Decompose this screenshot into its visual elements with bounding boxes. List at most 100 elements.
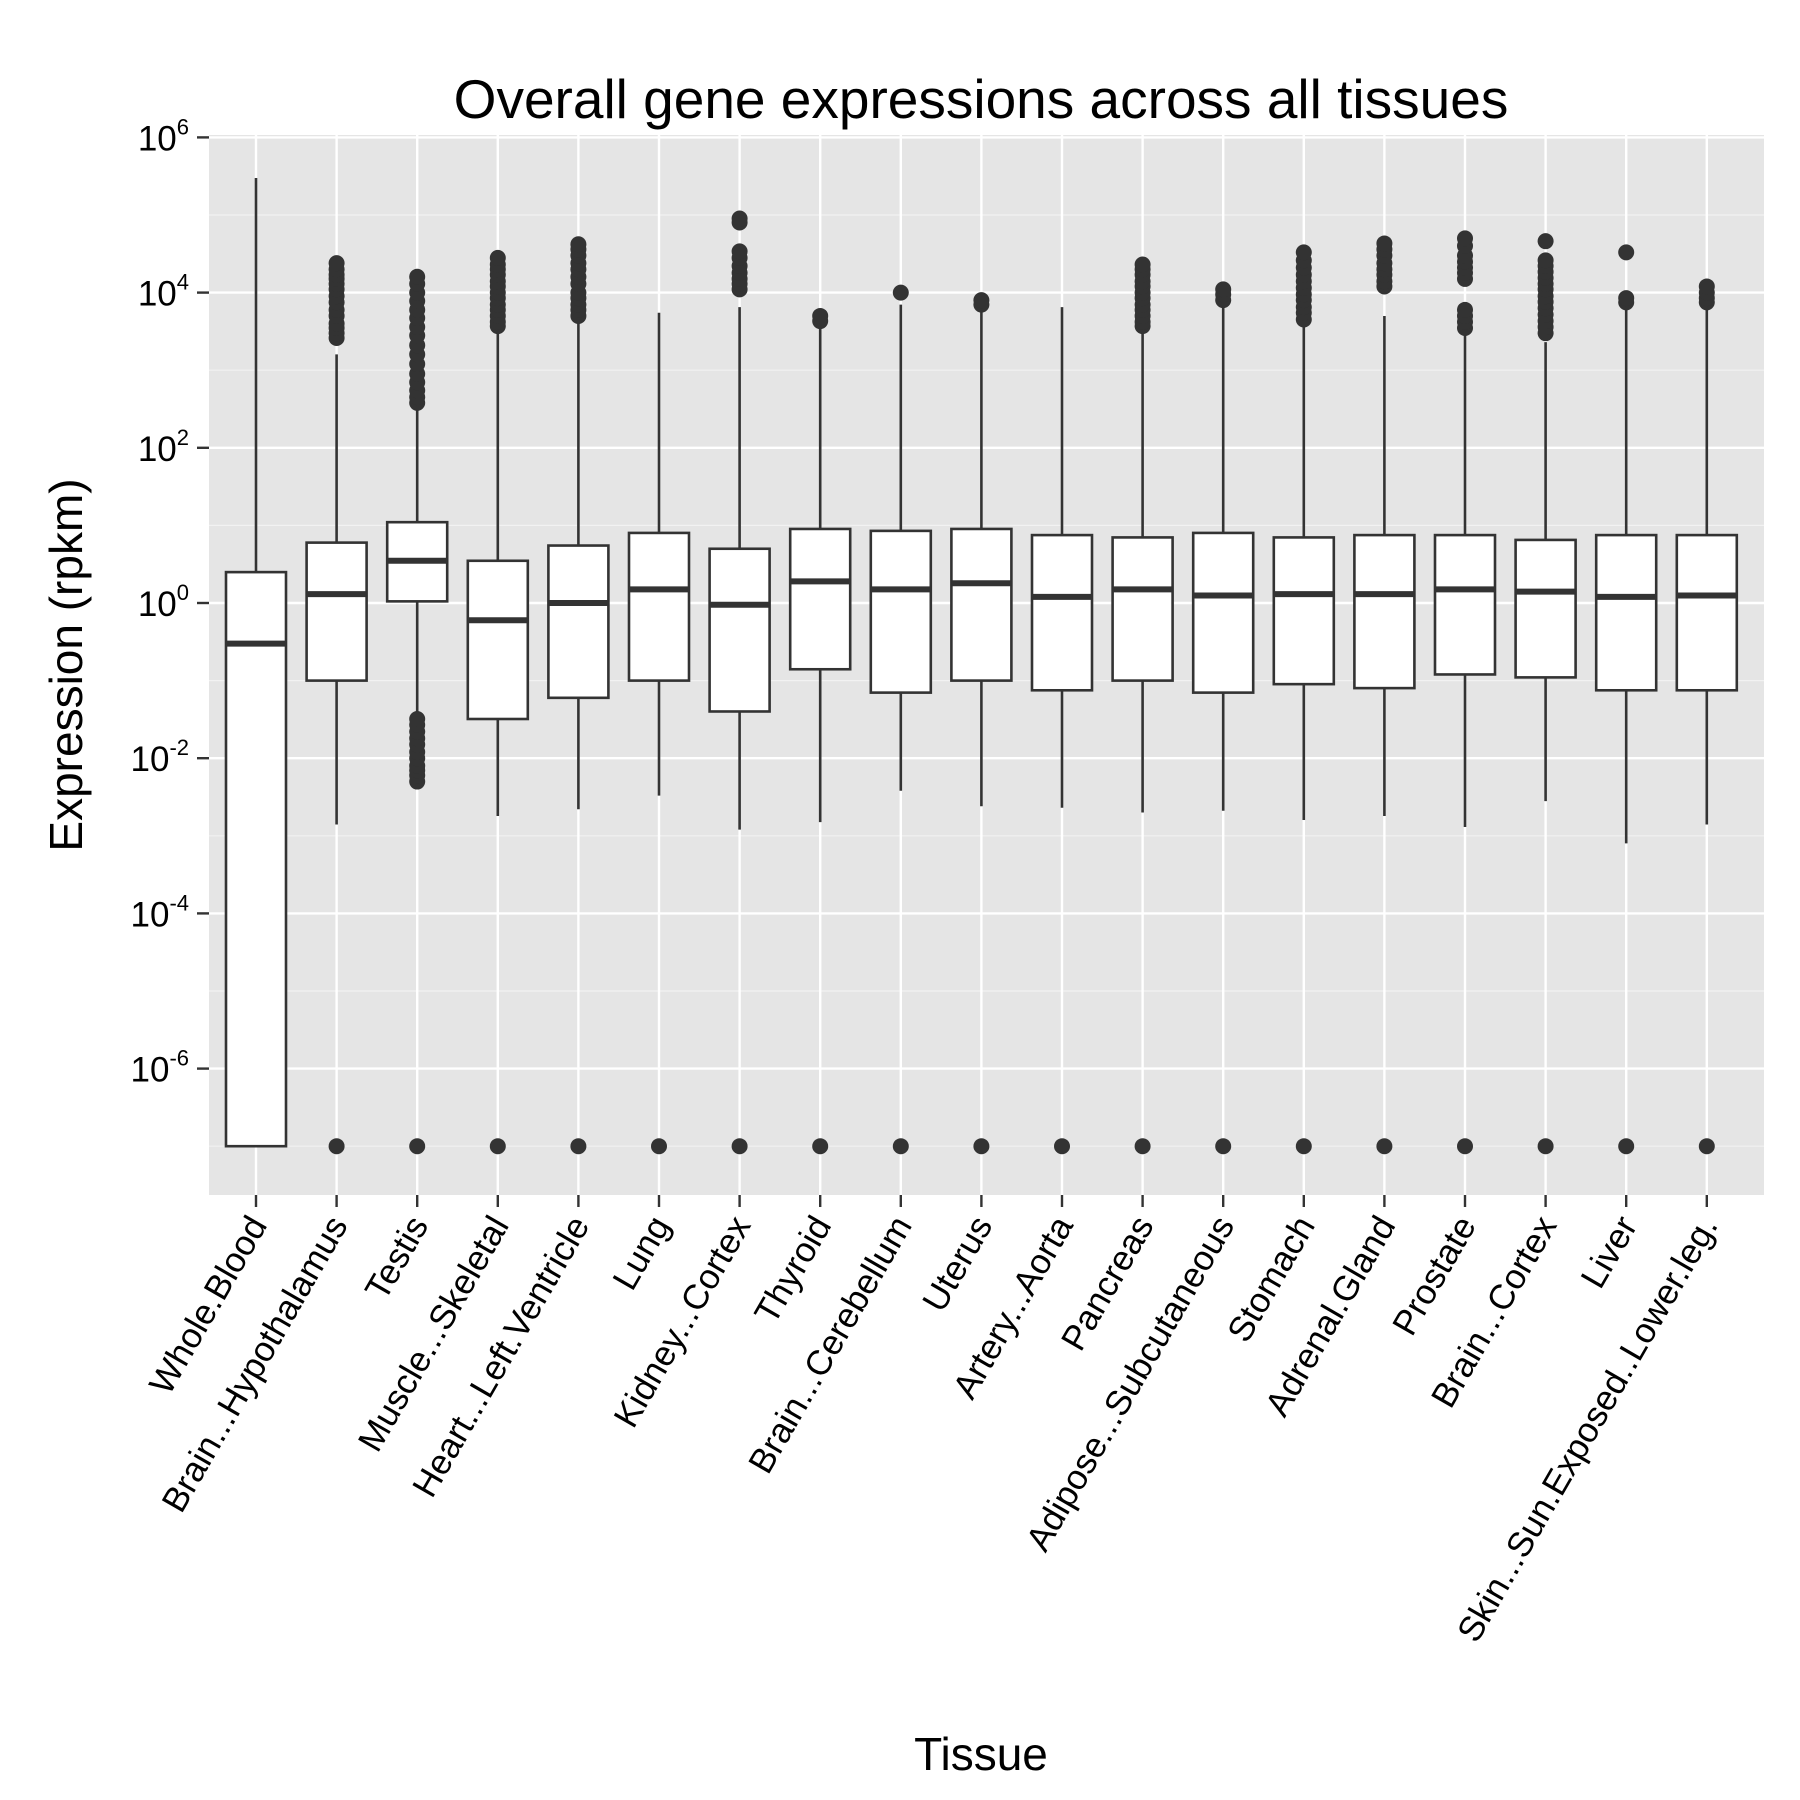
outlier-point (328, 255, 345, 272)
box-iqr (1433, 533, 1497, 676)
box-14 (1272, 244, 1336, 1155)
outlier-point (1457, 1138, 1473, 1155)
y-tick-label: 104 (138, 270, 189, 314)
box-iqr (950, 527, 1013, 682)
box-4 (466, 249, 530, 1155)
box-iqr (1594, 533, 1658, 692)
outlier-point (892, 1138, 909, 1155)
outlier-point (489, 1138, 506, 1155)
box-13 (1191, 281, 1255, 1155)
box-18 (1594, 244, 1658, 1155)
box-10 (950, 292, 1013, 1155)
outlier-point (570, 236, 587, 253)
box-9 (869, 284, 933, 1155)
outlier-point (1537, 252, 1554, 269)
box-iqr (305, 541, 368, 682)
box-15 (1353, 235, 1416, 1155)
outlier-point (1698, 278, 1715, 295)
x-tick-label: Brain...Cerebellum (741, 1210, 920, 1481)
outlier-point (1295, 1138, 1312, 1155)
outlier-point (409, 1138, 426, 1155)
y-tick-label: 10-6 (131, 1046, 190, 1090)
outlier-point (1295, 244, 1312, 261)
box-iqr (627, 531, 691, 682)
y-tick-base: 10 (138, 430, 177, 469)
outlier-point (409, 711, 426, 728)
y-tick-label: 10-2 (131, 735, 190, 779)
y-tick-base: 10 (131, 740, 170, 779)
outlier-point (489, 249, 506, 266)
outlier-point (973, 292, 990, 309)
outlier-point (1134, 256, 1151, 273)
box-16 (1433, 230, 1497, 1155)
x-axis-title: Tissue (914, 1728, 1048, 1780)
y-tick-label: 102 (138, 425, 189, 469)
outlier-point (1537, 1138, 1554, 1155)
y-tick-label: 106 (138, 114, 189, 158)
box-iqr (224, 570, 288, 1148)
box-12 (1111, 256, 1174, 1155)
y-tick-exponent: 0 (177, 580, 189, 605)
outlier-point (1618, 244, 1635, 261)
box-iqr (1191, 531, 1255, 694)
box-iqr (1030, 533, 1094, 692)
box-iqr (1514, 538, 1577, 679)
x-tick-label: Testis (358, 1210, 437, 1307)
y-tick-base: 10 (138, 119, 177, 158)
y-tick-label: 10-4 (131, 890, 190, 934)
chart-title: Overall gene expressions across all tiss… (454, 68, 1509, 130)
box-iqr (466, 559, 530, 721)
box-iqr (708, 547, 771, 713)
box-iqr (1675, 533, 1739, 692)
y-tick-base: 10 (138, 275, 177, 314)
y-tick-label: 100 (138, 580, 189, 624)
outlier-point (1054, 1138, 1070, 1155)
outlier-point (731, 210, 748, 227)
box-1 (224, 177, 288, 1148)
outlier-point (1457, 301, 1473, 318)
outlier-point (812, 307, 829, 324)
outlier-point (731, 1138, 748, 1155)
box-19 (1675, 278, 1739, 1155)
outlier-point (1215, 1138, 1232, 1155)
outlier-point (1618, 1138, 1635, 1155)
outlier-point (1457, 230, 1473, 247)
box-2 (305, 255, 368, 1155)
box-17 (1514, 233, 1577, 1155)
outlier-point (1376, 1138, 1393, 1155)
outlier-point (812, 1138, 829, 1155)
box-iqr (547, 544, 610, 700)
y-axis-title: Expression (rpkm) (40, 478, 92, 851)
outlier-point (892, 284, 909, 301)
box-5 (547, 236, 610, 1155)
box-iqr (1353, 533, 1416, 690)
box-iqr (1111, 536, 1174, 682)
y-tick-base: 10 (131, 1051, 170, 1090)
outlier-point (1376, 235, 1393, 252)
boxes (224, 177, 1739, 1155)
outlier-point (731, 243, 748, 260)
box-8 (788, 307, 852, 1155)
outlier-point (651, 1138, 667, 1155)
x-tick-label: Thyroid (747, 1210, 839, 1331)
y-tick-exponent: -4 (169, 890, 189, 915)
outlier-point (328, 1138, 345, 1155)
outlier-point (409, 268, 426, 285)
x-tick-label: Lung (605, 1210, 678, 1297)
outlier-point (1537, 233, 1554, 250)
box-iqr (869, 529, 933, 694)
x-tick-label: Liver (1573, 1209, 1645, 1294)
y-tick-exponent: -2 (169, 735, 189, 760)
box-3 (385, 268, 449, 1155)
box-iqr (1272, 536, 1336, 686)
box-7 (708, 210, 771, 1155)
outlier-point (1215, 281, 1232, 298)
outlier-point (1134, 1138, 1151, 1155)
outlier-point (1698, 1138, 1715, 1155)
y-tick-exponent: 2 (177, 425, 189, 450)
x-tick-label: Uterus (915, 1210, 1000, 1319)
box-iqr (788, 527, 852, 671)
